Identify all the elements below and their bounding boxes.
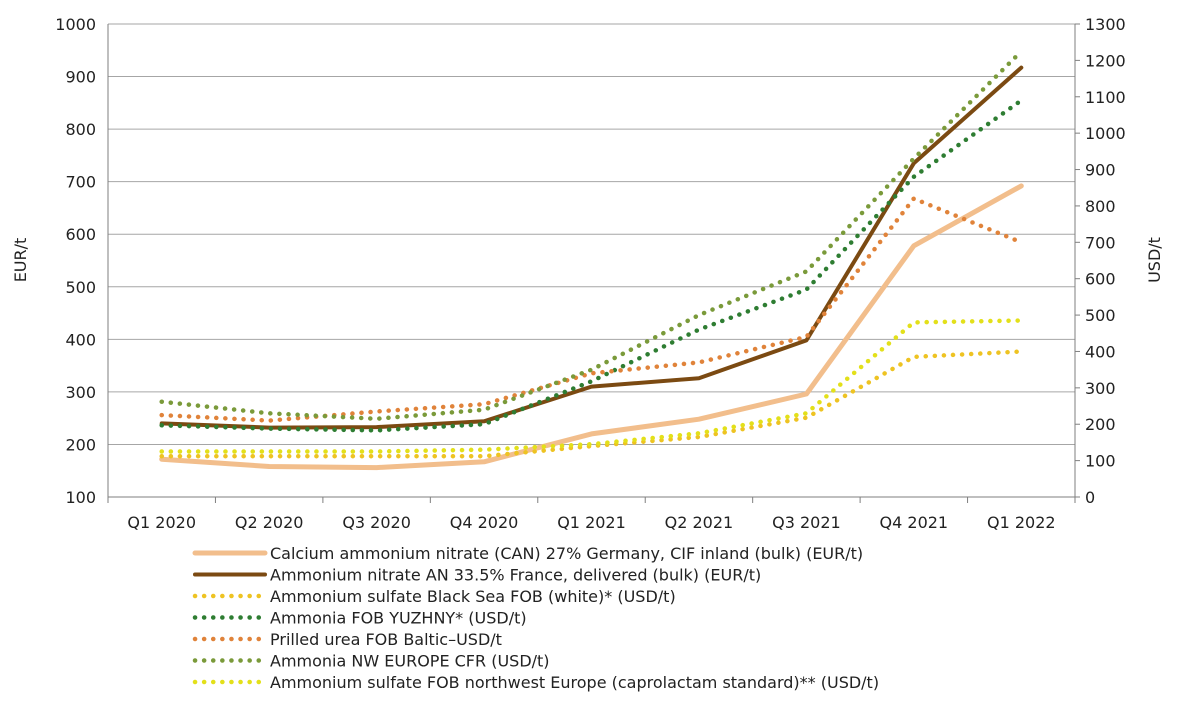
y-right-tick-label: 900 — [1085, 161, 1116, 180]
x-tick-label: Q3 2021 — [772, 513, 841, 532]
series-line-6 — [159, 49, 1024, 422]
right-axis-ticks: 0 100 200 300 400 500 600 700 800 900 1000 1100 1200… — [1075, 15, 1126, 507]
x-tick-label: Q1 2022 — [987, 513, 1056, 532]
x-tick-label: Q4 2020 — [450, 513, 519, 532]
legend-label: Ammonia FOB YUZHNY* (USD/t) — [270, 609, 527, 628]
x-tick-label: Q2 2021 — [665, 513, 734, 532]
y-right-tick-label: 600 — [1085, 270, 1116, 289]
series-lines — [159, 49, 1024, 471]
series-line-2 — [159, 65, 1024, 430]
y-right-tick-label: 500 — [1085, 306, 1116, 325]
y-right-tick-label: 100 — [1085, 452, 1116, 471]
y-left-tick-label: 500 — [65, 278, 96, 297]
legend-label: Calcium ammonium nitrate (CAN) 27% Germa… — [270, 544, 863, 563]
x-tick-label: Q3 2020 — [342, 513, 411, 532]
x-axis-ticks: Q1 2020 Q2 2020 Q3 2020 Q4 2020 Q1 2021 Q2 20… — [107, 497, 1076, 532]
y-right-tick-label: 800 — [1085, 197, 1116, 216]
y-right-tick-label: 0 — [1085, 488, 1095, 507]
y-right-tick-label: 300 — [1085, 379, 1116, 398]
y-left-tick-label: 400 — [65, 330, 96, 349]
y-right-tick-label: 1300 — [1085, 15, 1126, 34]
y-left-tick-label: 100 — [65, 488, 96, 507]
y-left-tick-label: 600 — [65, 225, 96, 244]
y-left-tick-label: 900 — [65, 68, 96, 87]
series-line-7 — [159, 318, 1024, 454]
y-right-tick-label: 700 — [1085, 233, 1116, 252]
legend-label: Ammonium sulfate Black Sea FOB (white)* … — [270, 587, 676, 606]
y-left-tick-label: 700 — [65, 173, 96, 192]
y-left-tick-label: 300 — [65, 383, 96, 402]
series-line-3 — [159, 349, 1024, 459]
gridlines — [108, 23, 1075, 445]
y-left-tick-label: 200 — [65, 435, 96, 454]
y-left-tick-label: 800 — [65, 120, 96, 139]
series-line-1 — [159, 183, 1024, 471]
y-right-tick-label: 1200 — [1085, 51, 1126, 70]
legend-label: Ammonium sulfate FOB northwest Europe (c… — [270, 673, 879, 692]
left-axis-ticks: 100 200 300 400 500 600 700 800 900 1000 — [55, 15, 96, 507]
series-line-5 — [159, 196, 1024, 423]
legend: Calcium ammonium nitrate (CAN) 27% Germa… — [192, 544, 879, 692]
y-right-tick-label: 200 — [1085, 415, 1116, 434]
y-left-tick-label: 1000 — [55, 15, 96, 34]
y-axis-right-title: USD/t — [1145, 237, 1164, 283]
y-right-tick-label: 1000 — [1085, 124, 1126, 143]
legend-label: Prilled urea FOB Baltic–USD/t — [270, 630, 502, 649]
x-tick-label: Q1 2020 — [127, 513, 196, 532]
series-line-4 — [159, 98, 1024, 433]
x-tick-label: Q2 2020 — [235, 513, 304, 532]
y-right-tick-label: 1100 — [1085, 88, 1126, 107]
y-right-tick-label: 400 — [1085, 342, 1116, 361]
x-tick-label: Q1 2021 — [557, 513, 626, 532]
legend-label: Ammonia NW EUROPE CFR (USD/t) — [270, 652, 550, 671]
x-tick-label: Q4 2021 — [880, 513, 949, 532]
y-axis-left-title: EUR/t — [11, 238, 30, 283]
legend-label: Ammonium nitrate AN 33.5% France, delive… — [270, 566, 761, 585]
axes — [107, 24, 1076, 498]
